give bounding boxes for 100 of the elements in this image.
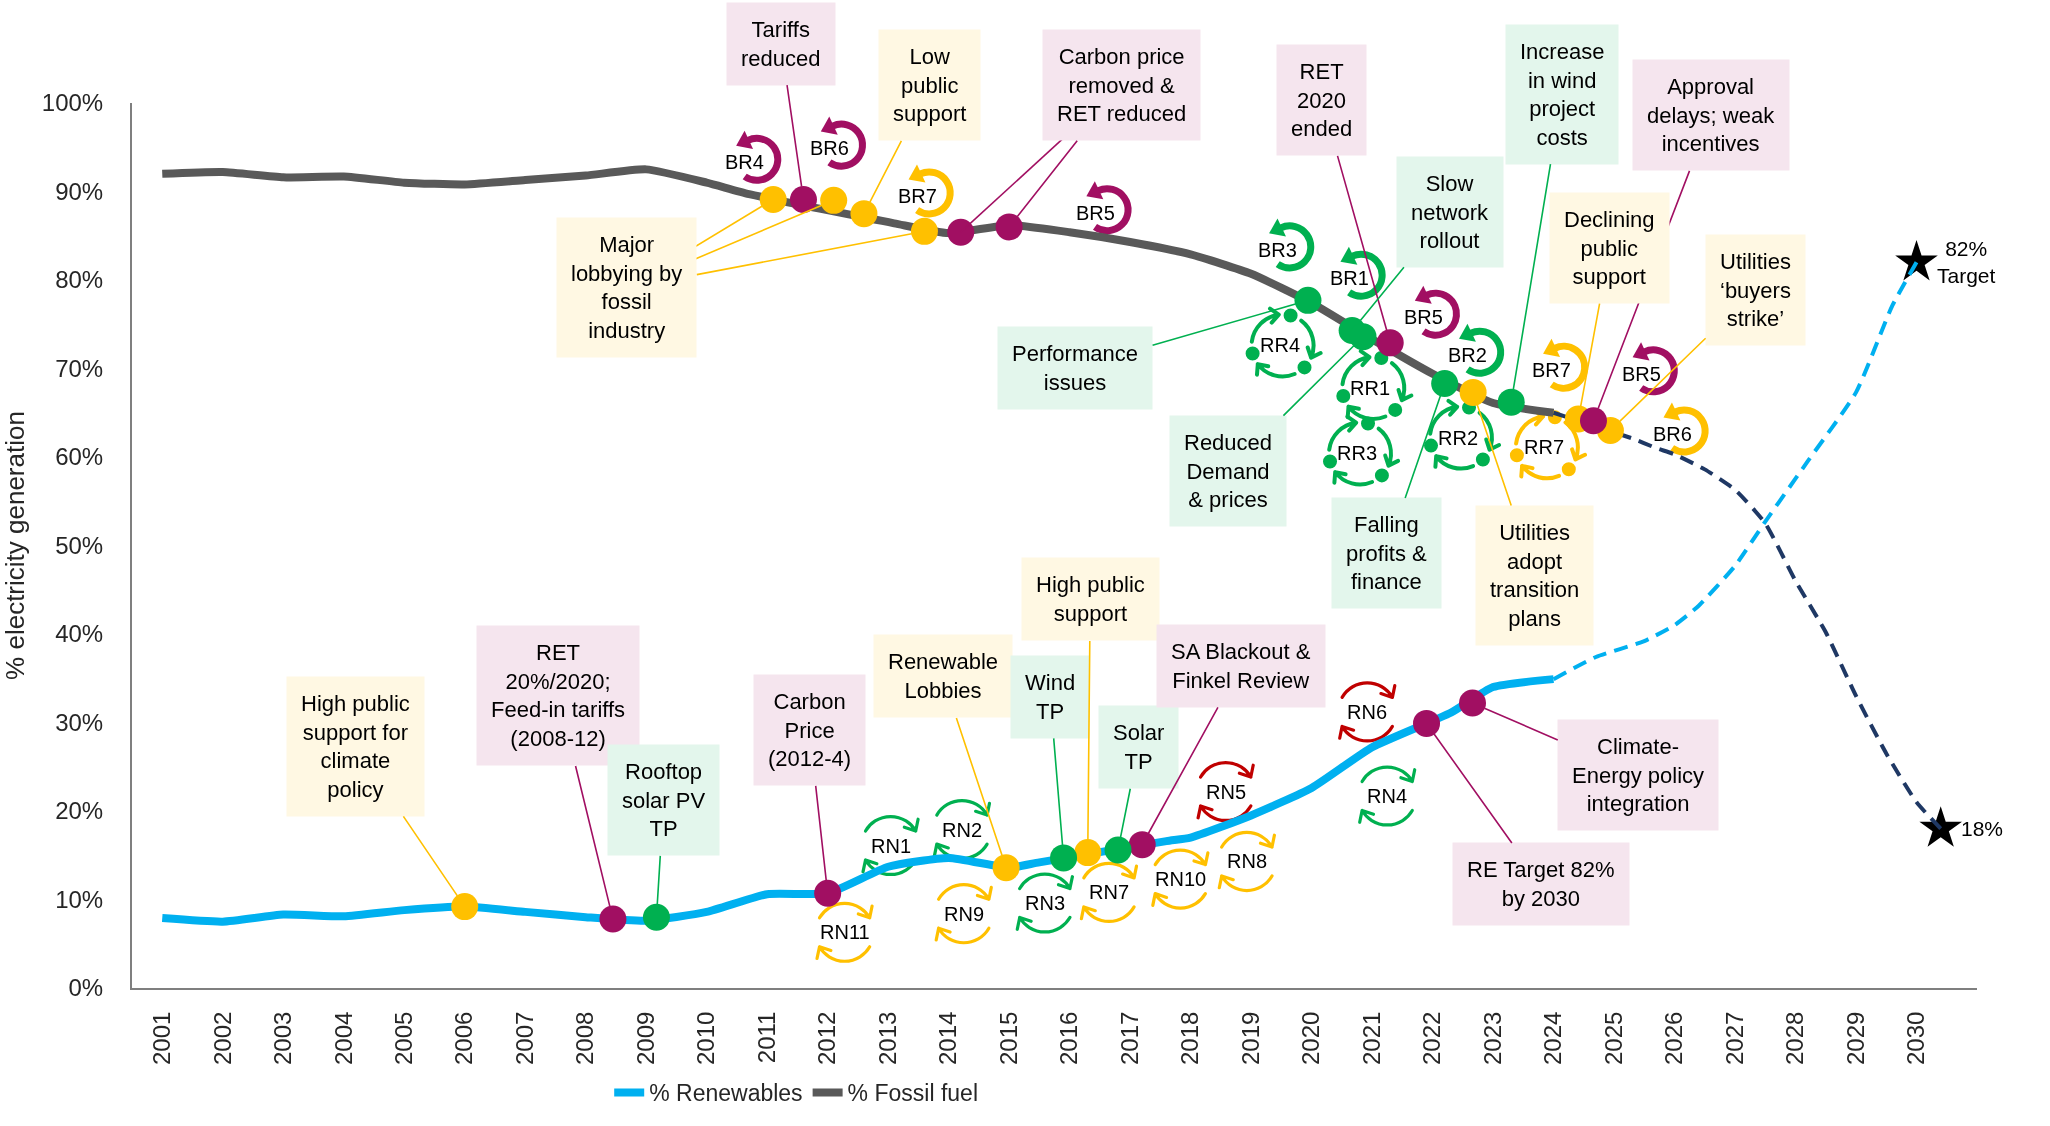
- annotation: 18%: [1961, 817, 2004, 840]
- annotation: BR2: [1448, 344, 1487, 366]
- annotation: RN8: [1227, 850, 1268, 872]
- annotation: Wind TP: [1025, 670, 1076, 724]
- x-tick-label: 2008: [571, 1011, 599, 1065]
- x-tick-label: 2022: [1418, 1011, 1446, 1065]
- annotation: RR1: [1350, 377, 1391, 399]
- annotation: BR4: [725, 151, 764, 173]
- annotation: RN6: [1347, 701, 1388, 723]
- x-tick-label: 2021: [1357, 1011, 1385, 1065]
- y-tick-label: 40%: [55, 620, 104, 648]
- point: [820, 186, 848, 214]
- y-tick-label: 20%: [55, 797, 104, 825]
- annotation: Increase in wind project costs: [1520, 39, 1605, 150]
- x-tick-label: 2027: [1720, 1011, 1748, 1065]
- point: [1459, 689, 1486, 717]
- point: [1104, 836, 1132, 864]
- point: [451, 893, 479, 921]
- annotation: BR7: [898, 185, 937, 207]
- annotation: RN9: [944, 903, 985, 925]
- x-tick-label: 2024: [1539, 1011, 1567, 1065]
- point: [850, 200, 878, 228]
- annotation: RN2: [942, 819, 983, 841]
- x-tick-label: 2018: [1176, 1011, 1204, 1065]
- annotation: BR6: [1653, 423, 1692, 445]
- annotation: Falling profits & finance: [1346, 512, 1428, 595]
- x-tick-label: 2029: [1841, 1011, 1869, 1065]
- legend-label: % Fossil fuel: [847, 1080, 978, 1107]
- annotation: RN11: [820, 921, 870, 943]
- point: [910, 217, 938, 245]
- annotation: RN4: [1367, 785, 1408, 807]
- point: [1413, 709, 1441, 737]
- x-tick-label: 2001: [148, 1011, 176, 1065]
- x-tick-label: 2015: [994, 1011, 1022, 1065]
- annotation: Slow network rollout: [1411, 171, 1490, 254]
- x-tick-label: 2005: [390, 1011, 418, 1065]
- annotation: Climate-Energy policy integration: [1572, 734, 1705, 817]
- y-tick-label: 0%: [68, 974, 104, 1002]
- annotation: Utilities adopt transition plans: [1490, 520, 1580, 631]
- x-tick-label: 2026: [1660, 1011, 1688, 1065]
- annotation: 82% Target: [1937, 237, 1996, 288]
- x-tick-label: 2002: [208, 1011, 236, 1065]
- point: [1579, 407, 1607, 435]
- point: [995, 213, 1023, 241]
- annotation: RET 2020 ended: [1291, 59, 1353, 142]
- y-tick-label: 90%: [55, 177, 104, 205]
- point: [1050, 844, 1078, 872]
- annotation: RET 20%/2020; Feed-in tariffs (2008-12): [491, 640, 626, 751]
- point: [1128, 831, 1156, 859]
- point: [642, 903, 670, 931]
- point: [1431, 370, 1459, 398]
- x-tick-label: 2020: [1297, 1011, 1325, 1065]
- annotation: Carbon price removed & RET reduced: [1057, 44, 1187, 127]
- point: [1459, 378, 1487, 406]
- annotation: RN1: [871, 835, 912, 857]
- point: [599, 905, 627, 933]
- y-tick-label: 70%: [55, 354, 104, 382]
- annotation: Rooftop solar PV TP: [622, 759, 706, 842]
- annotation: Approval delays; weak incentives: [1647, 74, 1776, 157]
- y-tick-label: 60%: [55, 443, 104, 471]
- annotation: BR5: [1404, 306, 1443, 328]
- x-tick-label: 2009: [631, 1011, 659, 1065]
- x-tick-label: 2011: [752, 1011, 780, 1064]
- point: [1497, 388, 1525, 416]
- annotation: Solar TP: [1113, 720, 1165, 774]
- annotation: SA Blackout & Finkel Review: [1171, 639, 1311, 693]
- point: [789, 185, 817, 213]
- x-tick-label: 2013: [873, 1011, 901, 1065]
- annotation: Performance issues: [1012, 341, 1138, 395]
- x-tick-label: 2012: [813, 1011, 841, 1065]
- annotation: High public support: [1036, 572, 1145, 626]
- annotation: RR4: [1260, 334, 1301, 356]
- annotation: BR5: [1076, 202, 1115, 224]
- x-tick-label: 2017: [1115, 1011, 1143, 1065]
- y-tick-label: 50%: [55, 531, 104, 559]
- point: [814, 879, 842, 907]
- x-tick-label: 2003: [269, 1011, 297, 1065]
- annotation: Low public support: [893, 44, 967, 127]
- annotation: RN3: [1025, 892, 1066, 914]
- annotation: BR6: [810, 137, 849, 159]
- annotation: BR5: [1622, 363, 1661, 385]
- y-tick-label: 30%: [55, 708, 104, 736]
- x-tick-label: 2023: [1478, 1011, 1506, 1065]
- point: [947, 218, 975, 246]
- point: [1376, 329, 1404, 357]
- annotation: Declining public support: [1564, 207, 1655, 290]
- point: [1349, 323, 1377, 351]
- y-tick-label: 80%: [55, 266, 104, 294]
- point: [992, 854, 1020, 882]
- annotation: RE Target 82% by 2030: [1467, 857, 1615, 911]
- x-tick-label: 2025: [1599, 1011, 1627, 1065]
- x-tick-label: 2030: [1902, 1011, 1930, 1065]
- x-tick-label: 2007: [511, 1011, 538, 1065]
- annotation: High public support for climate policy: [301, 691, 410, 802]
- annotation: Renewable Lobbies: [888, 649, 999, 703]
- annotation: RN5: [1206, 781, 1247, 803]
- point: [759, 185, 787, 213]
- x-tick-label: 2010: [692, 1011, 720, 1065]
- annotation: Utilities ‘buyers strike’: [1720, 249, 1791, 332]
- annotation: RR3: [1337, 442, 1378, 464]
